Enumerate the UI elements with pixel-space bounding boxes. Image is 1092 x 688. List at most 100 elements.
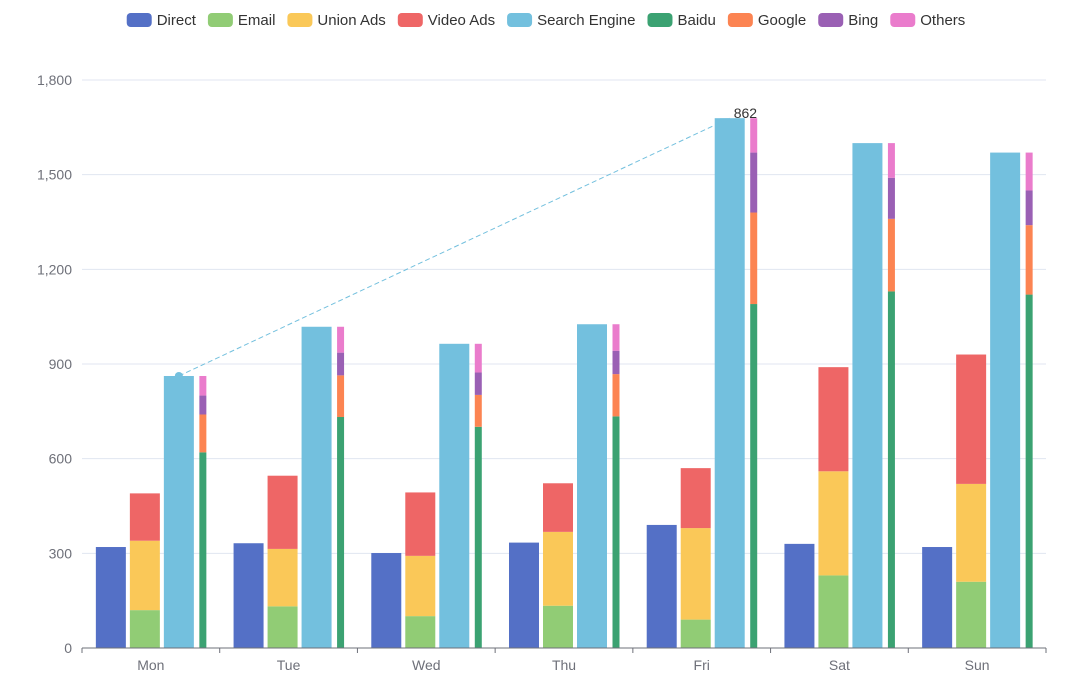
x-tick-label: Sat [829,657,850,673]
bar-baidu-fri[interactable] [750,304,758,648]
bar-baidu-mon[interactable] [199,452,207,648]
bar-search-engine-tue[interactable] [301,326,332,648]
bar-bing-mon[interactable] [199,395,207,415]
bar-video-ads-mon[interactable] [129,493,160,541]
bar-bing-thu[interactable] [612,350,620,375]
legend-item-google[interactable]: Google [727,12,806,29]
bars [95,118,1033,649]
bar-others-wed[interactable] [474,343,482,373]
bar-email-sun[interactable] [956,581,987,648]
y-tick-label: 1,500 [37,167,72,183]
bar-union-ads-fri[interactable] [680,528,711,620]
bar-video-ads-sat[interactable] [818,367,849,472]
legend-label: Union Ads [317,12,385,29]
legend-label: Direct [157,12,197,29]
bar-union-ads-tue[interactable] [267,548,298,607]
bar-direct-fri[interactable] [646,524,677,648]
bar-baidu-wed[interactable] [474,426,482,648]
legend-item-email[interactable]: Email [207,12,276,29]
x-axis: Mon Tue Wed Thu Fri Sat Sun [81,647,1047,673]
bar-google-wed[interactable] [474,394,482,427]
legend-item-union-ads[interactable]: Union Ads [287,12,386,29]
legend-item-others[interactable]: Others [890,12,965,29]
legend-item-direct[interactable]: Direct [126,12,197,29]
bar-email-fri[interactable] [680,619,711,648]
bar-video-ads-wed[interactable] [405,492,436,556]
bar-others-fri[interactable] [750,118,758,153]
bar-search-engine-wed[interactable] [439,343,470,648]
legend-item-search-engine[interactable]: Search Engine [507,12,635,29]
bar-bing-wed[interactable] [474,372,482,395]
legend-label: Google [758,12,806,29]
legend-swatch [126,13,152,27]
legend-label: Baidu [677,12,715,29]
bar-baidu-tue[interactable] [337,417,345,648]
bar-video-ads-tue[interactable] [267,475,298,549]
legend-swatch [287,13,313,27]
x-tick-label: Tue [277,657,301,673]
bar-bing-fri[interactable] [750,152,758,213]
bar-others-sat[interactable] [887,143,895,178]
bar-others-sun[interactable] [1025,152,1033,191]
legend-swatch [890,13,916,27]
bar-union-ads-sun[interactable] [956,483,987,582]
mark-line-start-symbol [174,371,183,380]
bar-search-engine-fri[interactable] [714,118,745,649]
mark-line [178,117,730,377]
bar-google-mon[interactable] [199,414,207,453]
bar-bing-tue[interactable] [337,352,345,376]
bar-email-wed[interactable] [405,616,436,648]
bar-direct-thu[interactable] [509,542,539,648]
mark-line-annotation: 862 [174,105,757,380]
legend-item-bing[interactable]: Bing [818,12,878,29]
bar-google-fri[interactable] [750,212,758,305]
legend-swatch [397,13,423,27]
legend-label: Email [238,12,276,29]
legend-item-baidu[interactable]: Baidu [647,12,716,29]
bar-email-sat[interactable] [818,575,849,648]
bar-google-sun[interactable] [1025,225,1033,295]
bar-union-ads-sat[interactable] [818,471,849,576]
bar-others-mon[interactable] [199,375,207,396]
bar-union-ads-mon[interactable] [129,540,160,611]
bar-search-engine-sun[interactable] [990,152,1021,648]
legend-item-video-ads[interactable]: Video Ads [397,12,495,29]
legend[interactable]: Direct Email Union Ads Video Ads Search Engi… [126,12,966,29]
legend-swatch [647,13,673,27]
bar-direct-sat[interactable] [784,543,815,648]
bar-google-thu[interactable] [612,374,620,417]
bar-baidu-sun[interactable] [1025,294,1033,648]
bar-union-ads-thu[interactable] [543,531,573,606]
bar-union-ads-wed[interactable] [405,555,436,617]
bar-google-sat[interactable] [887,218,895,292]
bar-email-thu[interactable] [543,605,573,648]
bar-video-ads-fri[interactable] [680,468,711,529]
bar-direct-tue[interactable] [233,543,264,648]
bar-search-engine-mon[interactable] [163,375,194,648]
mark-line-arrow [719,118,730,126]
bar-others-thu[interactable] [612,324,620,351]
bar-direct-wed[interactable] [371,553,402,648]
bar-others-tue[interactable] [337,326,345,353]
legend-swatch [727,13,753,27]
bar-bing-sun[interactable] [1025,190,1033,226]
bar-email-tue[interactable] [267,606,298,648]
bar-video-ads-sun[interactable] [956,354,987,484]
bar-email-mon[interactable] [129,610,160,648]
bar-search-engine-thu[interactable] [577,324,607,648]
bar-search-engine-sat[interactable] [852,143,883,649]
bar-baidu-thu[interactable] [612,416,620,648]
bar-baidu-sat[interactable] [887,291,895,648]
legend-label: Others [920,12,965,29]
bar-direct-sun[interactable] [922,547,953,648]
x-tick-label: Sun [965,657,990,673]
x-tick-label: Fri [694,657,710,673]
y-tick-label: 1,200 [37,261,72,277]
legend-swatch [507,13,533,27]
bar-google-tue[interactable] [337,375,345,418]
bar-direct-mon[interactable] [95,547,126,648]
x-tick-label: Mon [137,657,164,673]
bar-bing-sat[interactable] [887,177,895,219]
bar-video-ads-thu[interactable] [543,483,573,532]
